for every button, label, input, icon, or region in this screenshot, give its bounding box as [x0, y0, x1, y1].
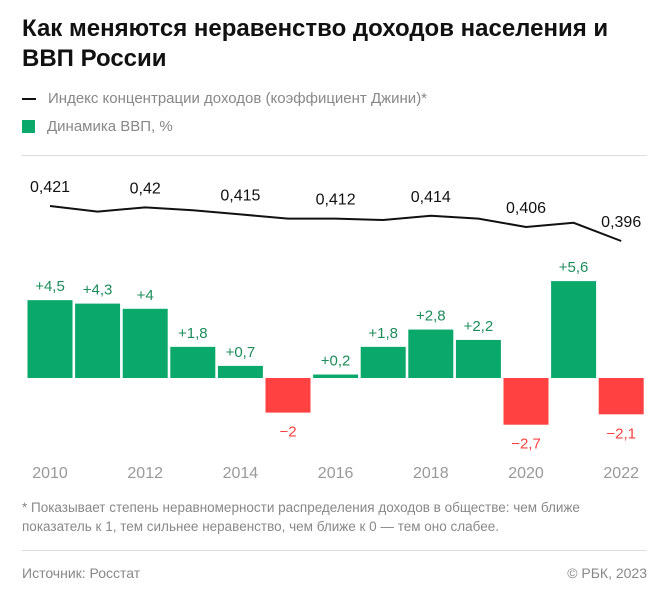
bar-label-2012: +4 [137, 287, 154, 304]
bar-2022 [598, 378, 644, 415]
x-tick-2016: 2016 [318, 465, 354, 482]
gini-label-2012: 0,42 [130, 180, 161, 197]
bar-label-2011: +4,3 [83, 282, 113, 299]
source: Источник: Росстат [22, 565, 141, 581]
legend-gdp: Динамика ВВП, % [22, 118, 173, 135]
bar-label-2015: −2 [279, 424, 296, 441]
copyright: © РБК, 2023 [567, 565, 647, 581]
legend-gini-label: Индекс концентрации доходов (коэффициент… [48, 90, 428, 107]
bar-swatch [22, 120, 35, 133]
bar-2018 [408, 329, 454, 378]
gini-line [49, 205, 622, 242]
gini-label-2022: 0,396 [601, 214, 641, 231]
gini-label-2014: 0,415 [220, 187, 260, 204]
x-tick-2020: 2020 [508, 465, 544, 482]
bar-label-2019: +2,2 [464, 318, 494, 335]
bar-label-2022: −2,1 [606, 425, 636, 442]
legend-gdp-label: Динамика ВВП, % [47, 118, 173, 135]
bar-label-2014: +0,7 [226, 344, 256, 361]
x-tick-2012: 2012 [127, 465, 163, 482]
bar-2021 [551, 281, 597, 378]
bar-label-2016: +0,2 [321, 353, 351, 370]
divider [22, 550, 647, 551]
bar-label-2021: +5,6 [559, 259, 589, 276]
bar-2013 [170, 346, 216, 378]
bar-2019 [455, 339, 501, 378]
bar-2020 [503, 378, 549, 425]
bar-2010 [27, 300, 73, 378]
bar-2016 [313, 374, 359, 378]
chart-title: Как меняются неравенство доходов населен… [22, 15, 609, 72]
footnote: * Показывает степень неравномерности рас… [22, 500, 580, 534]
bar-label-2013: +1,8 [178, 325, 208, 342]
bar-2015 [265, 378, 311, 413]
bar-label-2020: −2,7 [511, 436, 541, 453]
bar-2014 [217, 365, 263, 378]
bar-2011 [75, 303, 121, 378]
gini-label-2020: 0,406 [506, 200, 546, 217]
line-swatch [22, 97, 36, 100]
legend-gini: Индекс концентрации доходов (коэффициент… [22, 90, 427, 107]
bar-2017 [360, 346, 406, 378]
gini-label-2010: 0,421 [30, 179, 70, 196]
bar-label-2017: +1,8 [368, 325, 398, 342]
x-tick-2022: 2022 [603, 465, 639, 482]
x-tick-2010: 2010 [32, 465, 68, 482]
bar-label-2010: +4,5 [35, 278, 65, 295]
gini-label-2018: 0,414 [411, 189, 451, 206]
gini-label-2016: 0,412 [316, 192, 356, 209]
bar-label-2018: +2,8 [416, 308, 446, 325]
x-tick-2014: 2014 [223, 465, 259, 482]
x-tick-2018: 2018 [413, 465, 449, 482]
bar-2012 [122, 308, 168, 378]
divider [22, 155, 647, 156]
